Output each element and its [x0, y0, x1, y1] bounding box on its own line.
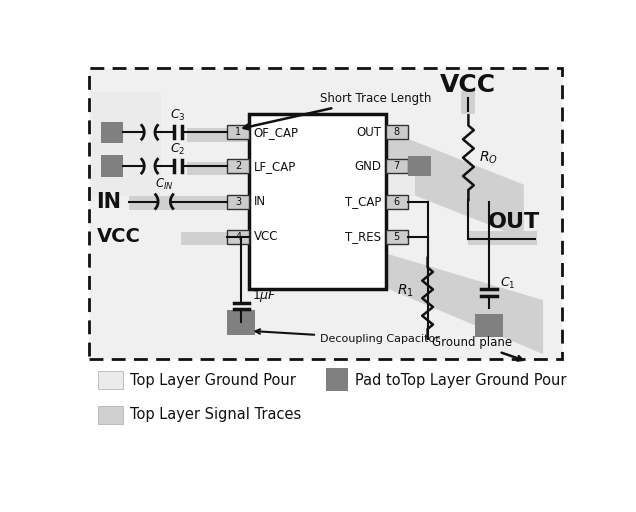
Text: 2: 2 [235, 161, 241, 171]
Bar [228, 230, 249, 244]
Bar [188, 162, 249, 176]
Text: Short Trace Length: Short Trace Length [244, 92, 431, 129]
Text: $R_O$: $R_O$ [479, 150, 498, 166]
Text: VCC: VCC [97, 227, 141, 246]
Bar [101, 121, 123, 143]
Text: T_RES: T_RES [345, 230, 382, 244]
Bar [98, 406, 123, 424]
Text: IN: IN [254, 195, 266, 208]
Bar [89, 68, 562, 359]
Bar [408, 156, 431, 176]
Bar [386, 169, 415, 196]
Text: LF_CAP: LF_CAP [254, 160, 296, 173]
Text: 6: 6 [394, 197, 400, 206]
Bar [228, 125, 249, 139]
Bar [386, 125, 408, 139]
Bar [467, 231, 537, 245]
Bar [462, 91, 475, 114]
Polygon shape [387, 131, 524, 239]
Text: 7: 7 [394, 161, 400, 171]
Text: Pad toTop Layer Ground Pour: Pad toTop Layer Ground Pour [356, 373, 567, 388]
Text: Top Layer Signal Traces: Top Layer Signal Traces [130, 408, 301, 422]
Bar [326, 368, 347, 391]
Text: $C_2$: $C_2$ [170, 142, 186, 157]
Bar [129, 196, 249, 210]
Text: VCC: VCC [440, 73, 497, 97]
Bar [92, 92, 161, 196]
Bar [228, 159, 249, 173]
Text: VCC: VCC [254, 230, 278, 244]
Text: T_CAP: T_CAP [345, 195, 382, 208]
Bar [386, 230, 408, 244]
Text: OUT: OUT [356, 126, 382, 139]
Bar [181, 231, 249, 245]
Bar [386, 195, 408, 208]
Bar [386, 159, 408, 173]
Text: Ground plane: Ground plane [432, 336, 522, 360]
Bar [475, 314, 503, 337]
Text: Decoupling Capacitor: Decoupling Capacitor [256, 329, 439, 344]
Bar [228, 195, 249, 208]
Bar [101, 155, 123, 177]
Text: 5: 5 [394, 232, 400, 242]
Text: GND: GND [354, 160, 382, 173]
Text: 8: 8 [394, 127, 400, 137]
Text: $C_3$: $C_3$ [170, 108, 186, 123]
Text: $R_1$: $R_1$ [397, 282, 414, 298]
Text: $C_1$: $C_1$ [500, 275, 515, 291]
Bar [188, 127, 249, 141]
Text: 3: 3 [235, 197, 241, 206]
Text: $C_{IN}$: $C_{IN}$ [155, 177, 174, 193]
Text: $1\mu F$: $1\mu F$ [252, 288, 277, 304]
Text: 1: 1 [235, 127, 241, 137]
Bar [98, 371, 123, 390]
Text: Top Layer Ground Pour: Top Layer Ground Pour [130, 373, 296, 388]
Bar [249, 114, 386, 289]
Text: OF_CAP: OF_CAP [254, 126, 298, 139]
Polygon shape [387, 254, 543, 354]
Text: OUT: OUT [488, 211, 540, 231]
Bar [228, 310, 255, 335]
Text: 4: 4 [235, 232, 241, 242]
Text: IN: IN [97, 191, 121, 211]
